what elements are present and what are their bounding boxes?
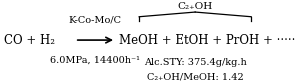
Text: Alc.STY: 375.4g/kg.h: Alc.STY: 375.4g/kg.h: [144, 58, 247, 67]
Text: MeOH + EtOH + PrOH + ·····: MeOH + EtOH + PrOH + ·····: [119, 34, 295, 47]
Text: C₂₊OH: C₂₊OH: [177, 2, 213, 11]
Text: K-Co-Mo/C: K-Co-Mo/C: [69, 15, 122, 24]
Text: CO + H₂: CO + H₂: [4, 34, 55, 47]
Text: C₂₊OH/MeOH: 1.42: C₂₊OH/MeOH: 1.42: [147, 72, 243, 81]
Text: 6.0MPa, 14400h⁻¹: 6.0MPa, 14400h⁻¹: [50, 56, 140, 65]
